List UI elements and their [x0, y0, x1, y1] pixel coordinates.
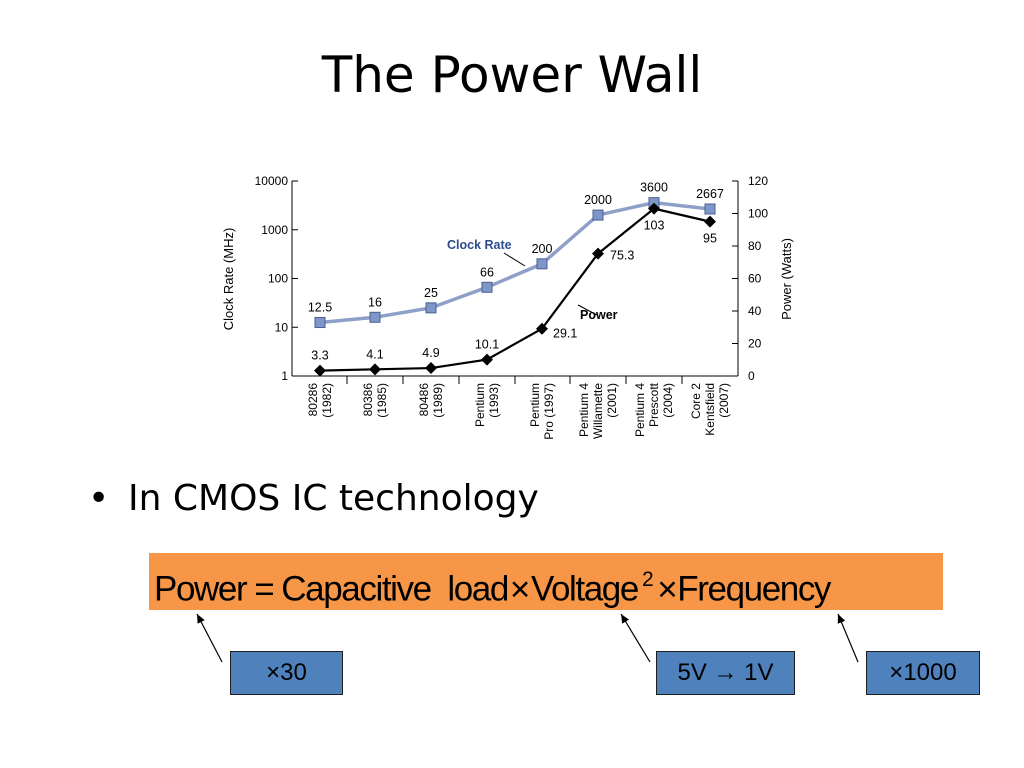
clock-rate-series-label: Clock Rate	[447, 238, 512, 252]
power-data-label: 103	[644, 219, 665, 233]
left-tick-label: 10	[275, 320, 289, 334]
x-category-label-line: 80386	[361, 383, 375, 417]
right-tick-label: 80	[748, 239, 762, 253]
x-category-label-line: Pro (1997)	[542, 383, 556, 440]
left-tick-label: 1	[281, 369, 288, 383]
x-category-label-line: Prescott	[647, 382, 661, 427]
formula-capacitive-load: Capacitive load	[281, 569, 509, 609]
x-category-label-line: (2001)	[605, 383, 619, 418]
x-category-label-line: (1989)	[431, 383, 445, 418]
left-tick-label: 1000	[261, 223, 288, 237]
formula-frequency: Frequency	[677, 569, 831, 609]
x-category-label-line: Pentium 4	[577, 383, 591, 437]
clock-rate-line	[319, 200, 711, 325]
power-marker	[592, 247, 604, 260]
power-data-label: 4.1	[366, 347, 383, 361]
right-tick-label: 40	[748, 304, 762, 318]
power-marker	[536, 322, 548, 335]
left-tick-label: 10000	[255, 174, 289, 188]
right-axis-title: Power (Watts)	[779, 238, 794, 320]
clock-rate-data-label: 3600	[640, 181, 668, 195]
power-wall-chart: 1 10 100 1000 10000 0 20 40 60 80 100 120 Clock Rate…	[221, 174, 794, 440]
note-voltage-change: 5V → 1V	[656, 651, 795, 695]
bullet-point: • In CMOS IC technology	[88, 476, 539, 522]
clock-rate-data-label: 2667	[696, 187, 724, 201]
power-data-label: 3.3	[311, 349, 328, 363]
x-category-label-line: 80286	[306, 383, 320, 417]
x-category-label: Core 2Kentsfield(2007)	[689, 383, 731, 436]
right-tick-label: 120	[748, 174, 768, 188]
x-category-label-line: (1985)	[375, 383, 389, 418]
bullet-text: In CMOS IC technology	[128, 478, 539, 519]
clock-rate-marker	[314, 317, 326, 329]
x-category-label-line: Pentium 4	[633, 383, 647, 437]
x-category-label: Pentium(1993)	[473, 383, 501, 427]
power-marker	[648, 202, 660, 215]
clock-rate-data-label: 200	[532, 242, 553, 256]
formula-voltage: Voltage	[530, 569, 639, 609]
power-data-label: 4.9	[422, 346, 439, 360]
x-category-label: 80286(1982)	[306, 383, 334, 418]
power-marker	[704, 215, 716, 228]
power-data-label: 10.1	[475, 338, 499, 352]
note-load-factor: ×30	[230, 651, 343, 695]
x-category-label: 80486(1989)	[417, 383, 445, 418]
x-category-label-line: (2004)	[661, 383, 675, 418]
clock-rate-leader-line	[503, 252, 526, 267]
x-category-label: Pentium 4Willamette(2001)	[577, 383, 619, 439]
right-tick-label: 0	[748, 369, 755, 383]
x-category-label-line: 80486	[417, 383, 431, 417]
clock-rate-data-label: 12.5	[308, 301, 332, 315]
power-marker	[369, 363, 381, 376]
power-formula: Power = Capacitive load×Voltage 2 ×Frequency	[149, 553, 943, 610]
left-axis-title: Clock Rate (MHz)	[221, 228, 236, 331]
slide-title: The Power Wall	[321, 46, 703, 104]
formula-exponent: 2	[641, 568, 654, 591]
power-marker	[425, 362, 437, 375]
x-category-label-line: (2007)	[717, 383, 731, 418]
power-leader-line	[577, 304, 598, 316]
clock-rate-marker	[592, 209, 604, 221]
x-category-label-line: Pentium	[473, 383, 487, 427]
arrow-to-capacitive-load	[196, 613, 223, 663]
clock-rate-data-label: 66	[480, 265, 494, 279]
power-marker	[481, 353, 493, 366]
clock-rate-data-label: 25	[424, 286, 438, 300]
note-frequency-factor: ×1000	[866, 651, 980, 695]
formula-power: Power	[154, 569, 248, 609]
clock-rate-marker	[481, 281, 493, 293]
x-category-label: 80386(1985)	[361, 383, 389, 418]
x-category-label: Pentium 4Prescott(2004)	[633, 382, 675, 437]
x-category-label: PentiumPro (1997)	[528, 383, 556, 440]
clock-rate-marker	[425, 302, 437, 314]
bullet-marker: •	[88, 478, 110, 519]
x-category-label-line: Willamette	[591, 383, 605, 439]
power-series-label: Power	[580, 308, 618, 322]
power-data-label: 75.3	[610, 249, 634, 263]
right-tick-label: 60	[748, 272, 762, 286]
x-category-label-line: (1982)	[320, 383, 334, 418]
power-line	[319, 207, 711, 372]
clock-rate-marker	[369, 311, 381, 323]
clock-rate-marker	[536, 258, 548, 270]
arrow-to-frequency	[837, 613, 859, 663]
power-data-label: 29.1	[553, 327, 577, 341]
right-tick-label: 20	[748, 337, 762, 351]
clock-rate-data-label: 2000	[584, 193, 612, 207]
clock-rate-marker	[704, 203, 716, 215]
power-marker	[314, 364, 326, 377]
clock-rate-data-label: 16	[368, 295, 382, 309]
left-tick-label: 100	[268, 272, 288, 286]
x-category-label-line: Kentsfield	[703, 383, 717, 436]
x-category-label-line: Pentium	[528, 383, 542, 427]
x-category-label-line: Core 2	[689, 383, 703, 419]
right-tick-label: 100	[748, 207, 768, 221]
x-category-label-line: (1993)	[487, 383, 501, 418]
power-data-label: 95	[703, 232, 717, 246]
formula-times-2: ×	[657, 569, 677, 609]
formula-times-1: ×	[509, 569, 530, 609]
formula-equals: =	[254, 569, 274, 609]
arrow-to-voltage	[620, 613, 651, 663]
